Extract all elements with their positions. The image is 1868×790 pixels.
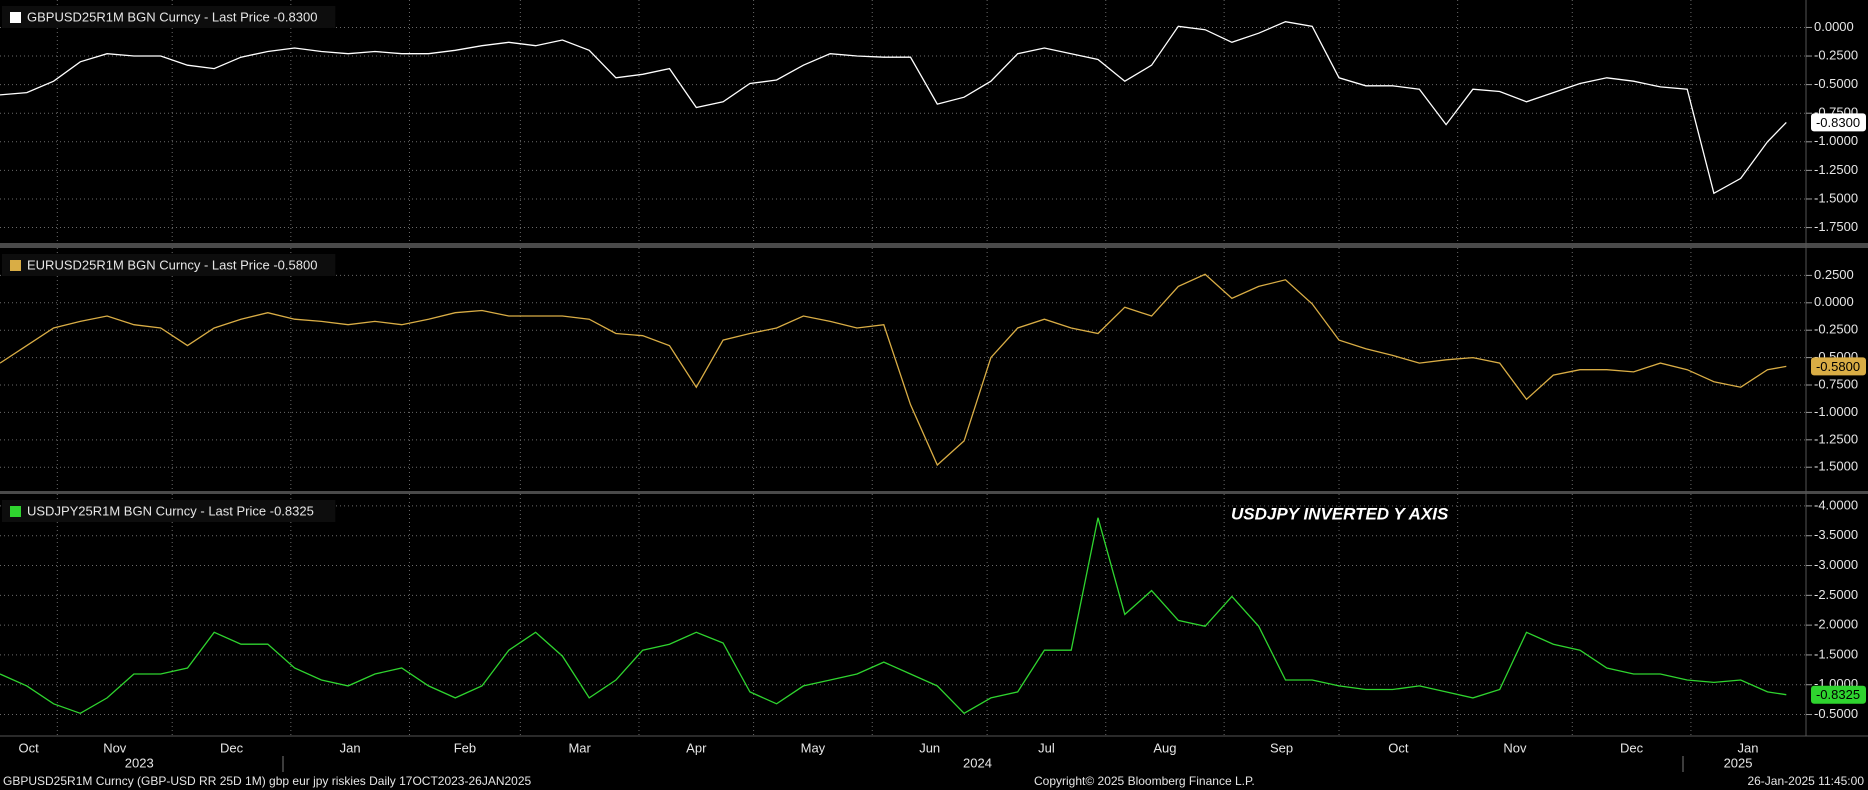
line-series: [0, 273, 1787, 467]
y-tick-label: 0.0000: [1814, 19, 1854, 34]
footer-center: Copyright© 2025 Bloomberg Finance L.P.: [1034, 774, 1255, 788]
last-price-tag: [1811, 357, 1866, 376]
x-tick-label: Jul: [1038, 740, 1055, 755]
y-tick-label: -3.0000: [1814, 557, 1858, 572]
line-series: [0, 21, 1787, 195]
last-price-label: -0.5800: [1816, 359, 1860, 374]
last-price-tag: [1811, 685, 1866, 704]
x-tick-label: Dec: [220, 740, 244, 755]
y-tick-label: -1.5000: [1814, 646, 1858, 661]
x-tick-label: Nov: [1503, 740, 1527, 755]
legend-swatch: [10, 506, 21, 517]
footer-left: GBPUSD25R1M Curncy (GBP-USD RR 25D 1M) g…: [3, 774, 532, 788]
legend-swatch: [10, 260, 21, 271]
x-tick-label: Jun: [919, 740, 940, 755]
annotation: USDJPY INVERTED Y AXIS: [1231, 504, 1449, 523]
x-tick-label: Oct: [1388, 740, 1409, 755]
y-tick-label: -3.5000: [1814, 527, 1858, 542]
legend-label: GBPUSD25R1M BGN Curncy - Last Price -0.8…: [27, 9, 317, 24]
x-tick-label: Jan: [1737, 740, 1758, 755]
y-tick-label: -0.7500: [1814, 376, 1858, 391]
x-tick-label: Aug: [1153, 740, 1176, 755]
y-tick-label: -1.5000: [1814, 190, 1858, 205]
x-tick-label: Nov: [103, 740, 127, 755]
y-tick-label: -2.5000: [1814, 587, 1858, 602]
y-tick-label: -1.2500: [1814, 431, 1858, 446]
year-label: 2023: [125, 755, 154, 770]
legend-box: [2, 500, 336, 522]
x-tick-label: Feb: [454, 740, 476, 755]
legend-box: [2, 6, 336, 28]
y-tick-label: -1.0000: [1814, 404, 1858, 419]
y-tick-label: -0.2500: [1814, 47, 1858, 62]
y-tick-label: 0.2500: [1814, 267, 1854, 282]
last-price-tag: [1811, 113, 1866, 132]
year-label: 2024: [963, 755, 992, 770]
last-price-label: -0.8300: [1816, 115, 1860, 130]
panel-separator: [0, 491, 1868, 494]
y-tick-label: -2.0000: [1814, 617, 1858, 632]
last-price-label: -0.8325: [1816, 687, 1860, 702]
footer-right: 26-Jan-2025 11:45:00: [1747, 774, 1864, 788]
x-tick-label: May: [801, 740, 826, 755]
legend-label: EURUSD25R1M BGN Curncy - Last Price -0.5…: [27, 257, 317, 272]
x-tick-label: Oct: [19, 740, 40, 755]
y-tick-label: -1.2500: [1814, 162, 1858, 177]
y-tick-label: -0.2500: [1814, 322, 1858, 337]
y-tick-label: -4.0000: [1814, 497, 1858, 512]
x-tick-label: Jan: [340, 740, 361, 755]
year-label: 2025: [1724, 755, 1753, 770]
x-tick-label: Apr: [686, 740, 707, 755]
y-tick-label: -1.5000: [1814, 459, 1858, 474]
y-tick-label: 0.0000: [1814, 294, 1854, 309]
legend-swatch: [10, 12, 21, 23]
line-series: [0, 517, 1787, 715]
x-tick-label: Dec: [1620, 740, 1644, 755]
x-tick-label: Mar: [568, 740, 591, 755]
panel-separator: [0, 243, 1868, 248]
y-tick-label: -1.0000: [1814, 133, 1858, 148]
legend-box: [2, 254, 336, 276]
y-tick-label: -0.5000: [1814, 76, 1858, 91]
y-tick-label: -1.7500: [1814, 219, 1858, 234]
x-tick-label: Sep: [1270, 740, 1293, 755]
legend-label: USDJPY25R1M BGN Curncy - Last Price -0.8…: [27, 503, 314, 518]
y-tick-label: -0.5000: [1814, 706, 1858, 721]
